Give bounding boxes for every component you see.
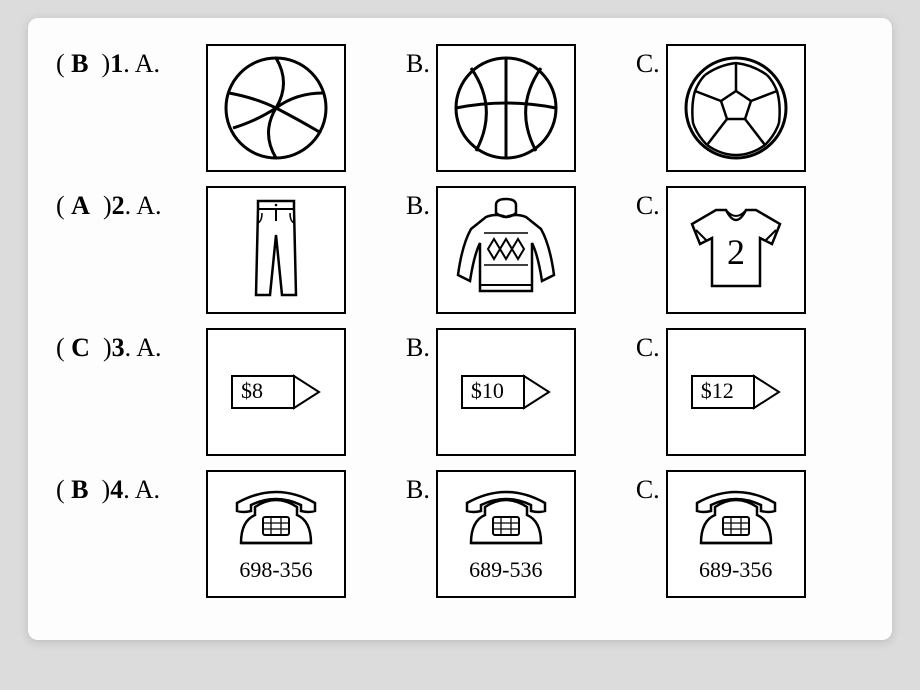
option-3C: C. $12: [636, 328, 806, 456]
question-prefix: ( A )2. A.: [56, 186, 206, 221]
jersey-number: 2: [727, 232, 745, 272]
phone-icon: 689-536: [436, 470, 576, 598]
opt-label-1B: B.: [406, 44, 430, 79]
question-row-1: ( B )1. A. B.: [56, 44, 864, 172]
answer-3: C: [71, 333, 90, 362]
opt-label-2B: B.: [406, 186, 430, 221]
phone-4A: 698-356: [239, 557, 312, 583]
worksheet-card: ( B )1. A. B.: [28, 18, 892, 640]
phone-icon: 698-356: [206, 470, 346, 598]
question-prefix: ( B )1. A.: [56, 44, 206, 79]
question-prefix: ( C )3. A.: [56, 328, 206, 363]
soccer-ball-icon: [666, 44, 806, 172]
qnum-2: 2: [112, 191, 125, 220]
opt-label-3A: A.: [136, 333, 161, 362]
option-2B: B.: [406, 186, 576, 314]
price-3C: $12: [701, 378, 734, 404]
answer-4: B: [71, 475, 88, 504]
question-row-3: ( C )3. A. $8 B.: [56, 328, 864, 456]
price-3B: $10: [471, 378, 504, 404]
opt-label-4A: A.: [135, 475, 160, 504]
option-2A: [206, 186, 346, 314]
qnum-1: 1: [110, 49, 123, 78]
option-4A: 698-356: [206, 470, 346, 598]
pants-icon: [206, 186, 346, 314]
answer-1: B: [71, 49, 88, 78]
price-3A: $8: [241, 378, 263, 404]
option-3B: B. $10: [406, 328, 576, 456]
price-tag-icon: $8: [206, 328, 346, 456]
volleyball-icon: [206, 44, 346, 172]
phone-4C: 689-356: [699, 557, 772, 583]
option-3A: $8: [206, 328, 346, 456]
question-row-2: ( A )2. A. B.: [56, 186, 864, 314]
opt-label-1A: A.: [135, 49, 160, 78]
option-2C: C. 2: [636, 186, 806, 314]
option-4B: B. 689-536: [406, 470, 576, 598]
opt-label-3C: C.: [636, 328, 660, 363]
option-4C: C. 689-356: [636, 470, 806, 598]
option-1C: C.: [636, 44, 806, 172]
price-tag-icon: $12: [666, 328, 806, 456]
opt-label-1C: C.: [636, 44, 660, 79]
price-tag-icon: $10: [436, 328, 576, 456]
option-1B: B.: [406, 44, 576, 172]
sweater-icon: [436, 186, 576, 314]
opt-label-3B: B.: [406, 328, 430, 363]
qnum-3: 3: [112, 333, 125, 362]
opt-label-4B: B.: [406, 470, 430, 505]
opt-label-2A: A.: [136, 191, 161, 220]
phone-icon: 689-356: [666, 470, 806, 598]
option-1A: [206, 44, 346, 172]
answer-2: A: [71, 191, 90, 220]
phone-4B: 689-536: [469, 557, 542, 583]
basketball-icon: [436, 44, 576, 172]
opt-label-2C: C.: [636, 186, 660, 221]
question-prefix: ( B )4. A.: [56, 470, 206, 505]
qnum-4: 4: [110, 475, 123, 504]
question-row-4: ( B )4. A. 698-356 B.: [56, 470, 864, 598]
opt-label-4C: C.: [636, 470, 660, 505]
jersey-icon: 2: [666, 186, 806, 314]
